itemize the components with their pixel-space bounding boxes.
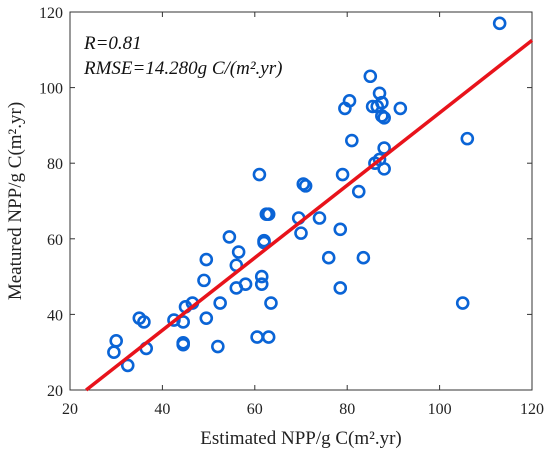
- data-point: [176, 335, 190, 350]
- x-tick-label: 40: [154, 401, 170, 418]
- data-point: [351, 184, 366, 199]
- data-point: [333, 222, 348, 237]
- y-axis: 20 40 60 80 100 120: [39, 5, 532, 400]
- data-point: [377, 162, 391, 176]
- data-point: [252, 167, 267, 182]
- data-point: [377, 141, 391, 155]
- x-axis-label: Estimated NPP/g C(m².yr): [200, 428, 402, 449]
- data-point: [460, 131, 475, 146]
- annotation-rmse: RMSE=14.280g C/(m².yr): [83, 58, 282, 79]
- y-tick-label: 20: [47, 383, 63, 400]
- data-point: [238, 277, 253, 291]
- data-point: [254, 277, 269, 291]
- data-point: [222, 230, 237, 244]
- fit-line: [85, 38, 534, 392]
- data-point: [257, 233, 271, 248]
- data-point: [176, 315, 190, 329]
- data-point: [261, 207, 276, 222]
- data-point: [231, 245, 246, 259]
- data-point: [199, 311, 214, 325]
- data-point: [213, 296, 227, 310]
- data-point: [264, 296, 278, 310]
- data-point: [261, 330, 276, 344]
- data-point: [356, 250, 371, 265]
- data-point: [492, 16, 507, 31]
- data-point: [393, 101, 408, 116]
- data-point: [298, 179, 313, 193]
- data-point: [363, 69, 378, 84]
- data-point: [120, 358, 135, 373]
- data-point: [321, 250, 336, 265]
- data-point: [294, 226, 308, 240]
- y-tick-label: 120: [39, 5, 63, 22]
- data-point: [335, 167, 350, 182]
- data-point: [375, 95, 389, 110]
- x-tick-label: 20: [62, 401, 78, 418]
- annotation-r: R=0.81: [83, 33, 142, 54]
- data-point: [199, 252, 214, 267]
- data-point: [254, 269, 269, 284]
- data-point: [109, 334, 123, 348]
- data-point: [333, 281, 348, 295]
- x-tick-label: 80: [339, 401, 355, 418]
- y-tick-label: 40: [47, 307, 63, 324]
- data-points: [107, 16, 507, 373]
- data-point: [167, 313, 181, 327]
- data-point: [342, 94, 357, 108]
- data-point: [211, 339, 225, 354]
- x-tick-label: 120: [520, 401, 544, 418]
- x-tick-label: 60: [247, 401, 263, 418]
- data-point: [137, 315, 151, 329]
- data-point: [345, 133, 359, 148]
- y-tick-label: 80: [47, 156, 63, 173]
- data-point: [455, 296, 470, 310]
- data-point: [197, 273, 211, 288]
- data-point: [312, 211, 327, 225]
- data-point: [377, 111, 391, 125]
- x-axis: 20 40 60 80 100 120: [62, 12, 544, 418]
- y-tick-label: 60: [47, 232, 63, 249]
- y-axis-label: Meatured NPP/g C(m².yr): [5, 102, 26, 300]
- x-tick-label: 100: [428, 401, 452, 418]
- y-tick-label: 100: [39, 81, 63, 98]
